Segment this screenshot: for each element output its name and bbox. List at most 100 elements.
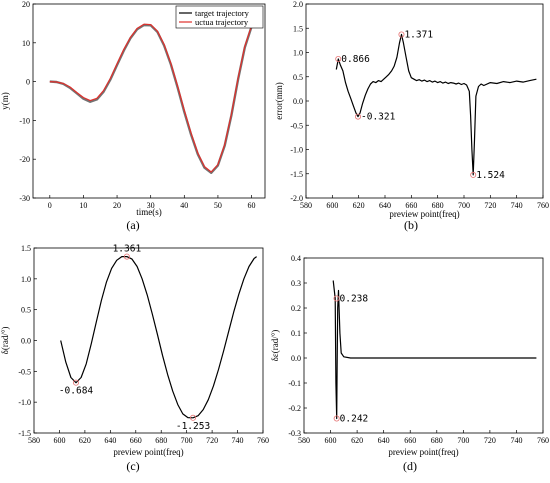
x-tick-label: 580 [298, 436, 310, 445]
y-tick-label: 1.5 [293, 24, 303, 33]
series-line-1 [49, 15, 258, 174]
chart-panel-1: 0 10 20 30 40 50 60 -30 -20 -10 0 10 20 time(s) y(m) (a… [0, 0, 266, 232]
y-tick-label: 2.0 [293, 0, 303, 9]
y-tick-label: -30 [19, 194, 30, 203]
y-tick-label: 20 [22, 0, 30, 9]
y-tick-label: 1.0 [293, 49, 303, 58]
x-tick-label: 740 [232, 436, 244, 445]
panel-caption: (b) [404, 218, 418, 232]
annotation-label: 0.866 [341, 54, 370, 65]
x-tick-label: 660 [130, 436, 142, 445]
x-tick-label: 620 [353, 201, 365, 210]
x-tick-label: 620 [351, 436, 363, 445]
x-axis-label: time(s) [136, 207, 162, 217]
y-tick-label: 1.5 [21, 244, 31, 253]
y-tick-label: 0.4 [291, 254, 301, 263]
y-tick-label: 1.0 [21, 275, 31, 284]
annotation-label: 1.524 [476, 170, 505, 181]
y-tick-label: -2.0 [290, 194, 303, 203]
legend-label: uctua trajectory [195, 17, 249, 27]
x-tick-label: 580 [300, 201, 312, 210]
x-tick-label: 740 [510, 436, 522, 445]
annotation-marker [190, 414, 197, 421]
y-tick-label: -0.2 [288, 404, 301, 413]
annotation-marker [398, 31, 405, 38]
x-tick-label: 600 [326, 201, 338, 210]
annotation-marker [123, 253, 130, 260]
x-tick-label: 600 [53, 436, 65, 445]
x-tick-label: 760 [537, 436, 549, 445]
annotation-marker [72, 379, 79, 386]
y-tick-label: 0.0 [291, 354, 301, 363]
y-tick-label: -1.0 [290, 146, 303, 155]
annotation-label: -0.321 [361, 112, 396, 123]
panel-caption: (c) [126, 459, 139, 473]
x-tick-label: 700 [457, 436, 469, 445]
y-axis-label: error(mm) [274, 82, 284, 119]
x-tick-label: 640 [104, 436, 116, 445]
x-tick-label: 600 [325, 436, 337, 445]
y-tick-label: 0.2 [291, 304, 301, 313]
y-tick-label: 10 [22, 39, 30, 48]
chart-panel-2: 580 600 620 640 660 680 700 720 740 760 -2.0 -1.5 -1… [274, 0, 549, 232]
panel-caption: (a) [126, 218, 139, 232]
y-tick-label: 0 [26, 78, 30, 87]
annotation-label: 0.242 [340, 414, 369, 425]
y-tick-label: 0.3 [291, 279, 301, 288]
x-tick-label: 660 [405, 201, 417, 210]
x-tick-label: 620 [79, 436, 91, 445]
x-tick-label: 60 [248, 201, 256, 210]
annotation-label: -0.684 [59, 386, 94, 397]
x-tick-label: 580 [28, 436, 40, 445]
plot-frame [32, 3, 266, 199]
x-tick-label: 640 [379, 201, 391, 210]
y-tick-label: 0.0 [21, 337, 31, 346]
y-axis-label: δε(rad/°) [270, 330, 280, 362]
x-tick-label: 700 [181, 436, 193, 445]
x-axis-label: preview point(freq) [113, 447, 183, 457]
x-tick-label: 680 [432, 201, 444, 210]
y-tick-label: -0.3 [288, 429, 301, 438]
y-tick-label: -1.5 [290, 170, 303, 179]
x-tick-label: 660 [404, 436, 416, 445]
y-tick-label: -0.5 [290, 121, 303, 130]
y-tick-label: -10 [19, 116, 30, 125]
x-tick-label: 20 [113, 201, 121, 210]
chart-panel-3: 580 600 620 640 660 680 700 720 740 760 -1.5 -1.0 -0… [0, 244, 269, 473]
x-tick-label: 50 [214, 201, 222, 210]
chart-panel-4: 580 600 620 640 660 680 700 720 740 760 -0.3 -0.2 -0… [270, 254, 549, 473]
annotation-marker [333, 415, 340, 422]
y-axis-label: δ(rad/°) [0, 327, 10, 355]
annotation-marker [335, 55, 342, 62]
x-tick-label: 700 [458, 201, 470, 210]
x-tick-label: 760 [257, 436, 269, 445]
annotation-label: 0.238 [340, 294, 369, 305]
plot-frame [303, 257, 544, 434]
x-tick-label: 640 [378, 436, 390, 445]
x-tick-label: 0 [48, 201, 52, 210]
y-tick-label: 0.1 [291, 329, 301, 338]
y-tick-label: 0.5 [21, 306, 31, 315]
y-tick-label: -0.5 [18, 367, 31, 376]
y-tick-label: -1.5 [18, 429, 31, 438]
x-tick-label: 680 [155, 436, 167, 445]
y-tick-label: -20 [19, 155, 30, 164]
x-tick-label: 680 [431, 436, 443, 445]
annotation-label: 1.371 [404, 30, 433, 41]
annotation-marker [470, 171, 477, 178]
series-line-2 [49, 14, 258, 173]
panel-caption: (d) [403, 459, 417, 473]
x-axis-label: preview point(freq) [389, 209, 459, 219]
plot-frame [33, 247, 264, 434]
annotation-marker [333, 295, 340, 302]
x-tick-label: 10 [79, 201, 87, 210]
series-line-1 [335, 33, 537, 176]
x-axis-label: preview point(freq) [388, 447, 458, 457]
legend-box [175, 5, 264, 29]
annotation-label: 1.361 [113, 244, 142, 255]
y-tick-label: 0.0 [293, 97, 303, 106]
x-tick-label: 760 [537, 201, 549, 210]
x-tick-label: 40 [180, 201, 188, 210]
